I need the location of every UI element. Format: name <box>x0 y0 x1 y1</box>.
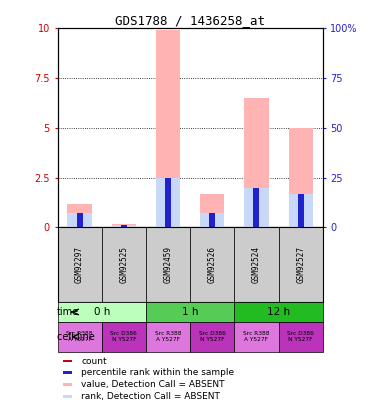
Text: GSM92527: GSM92527 <box>296 246 305 283</box>
Bar <box>244 98 269 227</box>
Text: Src D386
N Y527F: Src D386 N Y527F <box>111 331 137 343</box>
Bar <box>298 194 304 227</box>
Bar <box>112 226 136 227</box>
Title: GDS1788 / 1436258_at: GDS1788 / 1436258_at <box>115 14 265 27</box>
Text: GSM92526: GSM92526 <box>208 246 217 283</box>
Text: count: count <box>81 356 107 365</box>
Bar <box>58 302 146 322</box>
Text: percentile rank within the sample: percentile rank within the sample <box>81 368 234 377</box>
Bar <box>63 371 72 374</box>
Text: time: time <box>57 307 79 317</box>
Text: cell line: cell line <box>57 332 94 342</box>
Bar <box>289 194 313 227</box>
Text: GSM92297: GSM92297 <box>75 246 84 283</box>
Bar <box>76 213 83 227</box>
Bar <box>190 322 234 352</box>
Text: Src D386
N Y527F: Src D386 N Y527F <box>199 331 226 343</box>
Bar <box>234 227 279 302</box>
Bar <box>289 128 313 227</box>
Bar <box>279 227 323 302</box>
Text: 0 h: 0 h <box>93 307 110 317</box>
Bar <box>121 226 127 227</box>
Bar <box>68 203 92 227</box>
Bar <box>146 302 234 322</box>
Bar <box>234 302 323 322</box>
Text: Src D386
N Y527F: Src D386 N Y527F <box>287 331 314 343</box>
Bar <box>58 227 102 302</box>
Text: value, Detection Call = ABSENT: value, Detection Call = ABSENT <box>81 380 225 389</box>
Bar <box>58 322 102 352</box>
Bar <box>112 224 136 227</box>
Text: rank, Detection Call = ABSENT: rank, Detection Call = ABSENT <box>81 392 220 401</box>
Bar <box>63 395 72 398</box>
Bar <box>190 227 234 302</box>
Bar <box>68 213 92 227</box>
Bar <box>200 213 224 227</box>
Text: 1 h: 1 h <box>182 307 198 317</box>
Bar <box>244 188 269 227</box>
Text: Src R388
A Y527F: Src R388 A Y527F <box>66 331 93 343</box>
Bar <box>200 194 224 227</box>
Text: Src R388
A Y527F: Src R388 A Y527F <box>243 331 270 343</box>
Bar <box>63 360 72 362</box>
Bar <box>63 383 72 386</box>
Text: Src R388
A Y527F: Src R388 A Y527F <box>155 331 181 343</box>
Bar <box>146 227 190 302</box>
Bar <box>234 322 279 352</box>
Text: 12 h: 12 h <box>267 307 290 317</box>
Text: GSM92525: GSM92525 <box>119 246 128 283</box>
Bar <box>165 178 171 227</box>
Bar <box>146 322 190 352</box>
Bar <box>102 227 146 302</box>
Bar <box>156 178 180 227</box>
Bar <box>279 322 323 352</box>
Bar <box>102 322 146 352</box>
Text: GSM92524: GSM92524 <box>252 246 261 283</box>
Text: GSM92459: GSM92459 <box>164 246 173 283</box>
Bar <box>209 213 215 227</box>
Bar <box>253 188 259 227</box>
Bar <box>156 30 180 227</box>
